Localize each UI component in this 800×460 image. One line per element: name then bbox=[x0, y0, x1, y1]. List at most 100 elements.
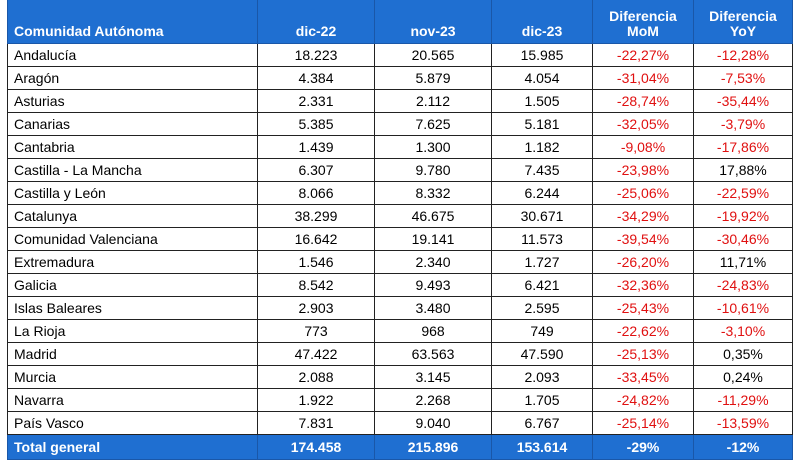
mom-cell: -26,20% bbox=[592, 250, 694, 274]
mom-cell: -31,04% bbox=[592, 66, 694, 90]
dic23-cell: 11.573 bbox=[491, 227, 593, 251]
yoy-cell: -17,86% bbox=[693, 135, 793, 159]
yoy-cell: -22,59% bbox=[693, 181, 793, 205]
table-row: País Vasco 7.831 9.040 6.767 -25,14% -13,59% bbox=[7, 411, 793, 435]
table-row: Catalunya 38.299 46.675 30.671 -34,29% -19,92… bbox=[7, 204, 793, 228]
nov23-cell: 2.112 bbox=[374, 89, 492, 113]
nov23-cell: 3.145 bbox=[374, 365, 492, 389]
header-dic23: dic-23 bbox=[491, 0, 593, 44]
table-row: Asturias 2.331 2.112 1.505 -28,74% -35,44% bbox=[7, 89, 793, 113]
header-dic22-line: dic-22 bbox=[295, 23, 337, 39]
region-name-cell: Galicia bbox=[7, 273, 258, 297]
dic23-cell: 6.767 bbox=[491, 411, 593, 435]
dic23-cell: 1.182 bbox=[491, 135, 593, 159]
table-row: Andalucía 18.223 20.565 15.985 -22,27% -12,28… bbox=[7, 43, 793, 67]
dic23-cell: 6.421 bbox=[491, 273, 593, 297]
total-row: Total general 174.458 215.896 153.614 -2… bbox=[7, 434, 793, 460]
region-name-cell: Andalucía bbox=[7, 43, 258, 67]
nov23-cell: 1.300 bbox=[374, 135, 492, 159]
dic22-cell: 1.922 bbox=[257, 388, 375, 412]
data-table: Comunidad Autónoma dic-22 nov-23 dic-23 Dife… bbox=[7, 0, 793, 460]
dic23-cell: 47.590 bbox=[491, 342, 593, 366]
header-diferencia-mom: Diferencia MoM bbox=[592, 0, 694, 44]
yoy-cell: 0,35% bbox=[693, 342, 793, 366]
mom-cell: -34,29% bbox=[592, 204, 694, 228]
nov23-cell: 46.675 bbox=[374, 204, 492, 228]
dic22-cell: 2.903 bbox=[257, 296, 375, 320]
total-nov23: 215.896 bbox=[374, 434, 492, 460]
mom-cell: -22,27% bbox=[592, 43, 694, 67]
header-diferencia-yoy-line: YoY bbox=[729, 23, 757, 39]
table-row: Extremadura 1.546 2.340 1.727 -26,20% 11,71% bbox=[7, 250, 793, 274]
yoy-cell: -12,28% bbox=[693, 43, 793, 67]
table-row: Castilla y León 8.066 8.332 6.244 -25,06% -22… bbox=[7, 181, 793, 205]
total-label: Total general bbox=[7, 434, 258, 460]
yoy-cell: -30,46% bbox=[693, 227, 793, 251]
yoy-cell: -24,83% bbox=[693, 273, 793, 297]
dic22-cell: 2.088 bbox=[257, 365, 375, 389]
region-name-cell: La Rioja bbox=[7, 319, 258, 343]
mom-cell: -32,36% bbox=[592, 273, 694, 297]
region-name-cell: Aragón bbox=[7, 66, 258, 90]
dic23-cell: 2.595 bbox=[491, 296, 593, 320]
nov23-cell: 9.040 bbox=[374, 411, 492, 435]
mom-cell: -25,14% bbox=[592, 411, 694, 435]
dic23-cell: 1.705 bbox=[491, 388, 593, 412]
header-nov23: nov-23 bbox=[374, 0, 492, 44]
dic22-cell: 4.384 bbox=[257, 66, 375, 90]
mom-cell: -25,06% bbox=[592, 181, 694, 205]
header-diferencia-yoy: Diferencia YoY bbox=[693, 0, 793, 44]
table-row: Madrid 47.422 63.563 47.590 -25,13% 0,35% bbox=[7, 342, 793, 366]
header-dic23-line: dic-23 bbox=[521, 23, 563, 39]
nov23-cell: 2.340 bbox=[374, 250, 492, 274]
dic23-cell: 30.671 bbox=[491, 204, 593, 228]
mom-cell: -25,13% bbox=[592, 342, 694, 366]
table-row: La Rioja 773 968 749 -22,62% -3,10% bbox=[7, 319, 793, 343]
nov23-cell: 19.141 bbox=[374, 227, 492, 251]
dic23-cell: 6.244 bbox=[491, 181, 593, 205]
header-comunidad: Comunidad Autónoma bbox=[7, 0, 258, 44]
region-name-cell: Castilla y León bbox=[7, 181, 258, 205]
table-row: Canarias 5.385 7.625 5.181 -32,05% -3,79% bbox=[7, 112, 793, 136]
total-yoy: -12% bbox=[693, 434, 793, 460]
header-nov23-line: nov-23 bbox=[410, 23, 456, 39]
table-body: Andalucía 18.223 20.565 15.985 -22,27% -12,28… bbox=[7, 43, 793, 435]
header-dic22: dic-22 bbox=[257, 0, 375, 44]
dic22-cell: 8.542 bbox=[257, 273, 375, 297]
nov23-cell: 20.565 bbox=[374, 43, 492, 67]
dic22-cell: 7.831 bbox=[257, 411, 375, 435]
dic22-cell: 1.439 bbox=[257, 135, 375, 159]
yoy-cell: -35,44% bbox=[693, 89, 793, 113]
mom-cell: -24,82% bbox=[592, 388, 694, 412]
dic22-cell: 5.385 bbox=[257, 112, 375, 136]
dic22-cell: 47.422 bbox=[257, 342, 375, 366]
yoy-cell: -13,59% bbox=[693, 411, 793, 435]
mom-cell: -23,98% bbox=[592, 158, 694, 182]
dic22-cell: 38.299 bbox=[257, 204, 375, 228]
nov23-cell: 5.879 bbox=[374, 66, 492, 90]
region-name-cell: Catalunya bbox=[7, 204, 258, 228]
header-comunidad-line: Comunidad Autónoma bbox=[14, 23, 164, 39]
dic23-cell: 7.435 bbox=[491, 158, 593, 182]
dic22-cell: 2.331 bbox=[257, 89, 375, 113]
nov23-cell: 3.480 bbox=[374, 296, 492, 320]
table-row: Aragón 4.384 5.879 4.054 -31,04% -7,53% bbox=[7, 66, 793, 90]
total-dic23: 153.614 bbox=[491, 434, 593, 460]
region-name-cell: Canarias bbox=[7, 112, 258, 136]
yoy-cell: -7,53% bbox=[693, 66, 793, 90]
region-name-cell: País Vasco bbox=[7, 411, 258, 435]
region-name-cell: Cantabria bbox=[7, 135, 258, 159]
dic22-cell: 773 bbox=[257, 319, 375, 343]
table-row: Comunidad Valenciana 16.642 19.141 11.573 -3… bbox=[7, 227, 793, 251]
yoy-cell: -3,10% bbox=[693, 319, 793, 343]
nov23-cell: 63.563 bbox=[374, 342, 492, 366]
yoy-cell: 17,88% bbox=[693, 158, 793, 182]
table-row: Cantabria 1.439 1.300 1.182 -9,08% -17,86% bbox=[7, 135, 793, 159]
yoy-cell: 0,24% bbox=[693, 365, 793, 389]
nov23-cell: 9.493 bbox=[374, 273, 492, 297]
mom-cell: -25,43% bbox=[592, 296, 694, 320]
mom-cell: -22,62% bbox=[592, 319, 694, 343]
nov23-cell: 968 bbox=[374, 319, 492, 343]
header-diferencia-mom-line: MoM bbox=[627, 23, 659, 39]
region-name-cell: Comunidad Valenciana bbox=[7, 227, 258, 251]
